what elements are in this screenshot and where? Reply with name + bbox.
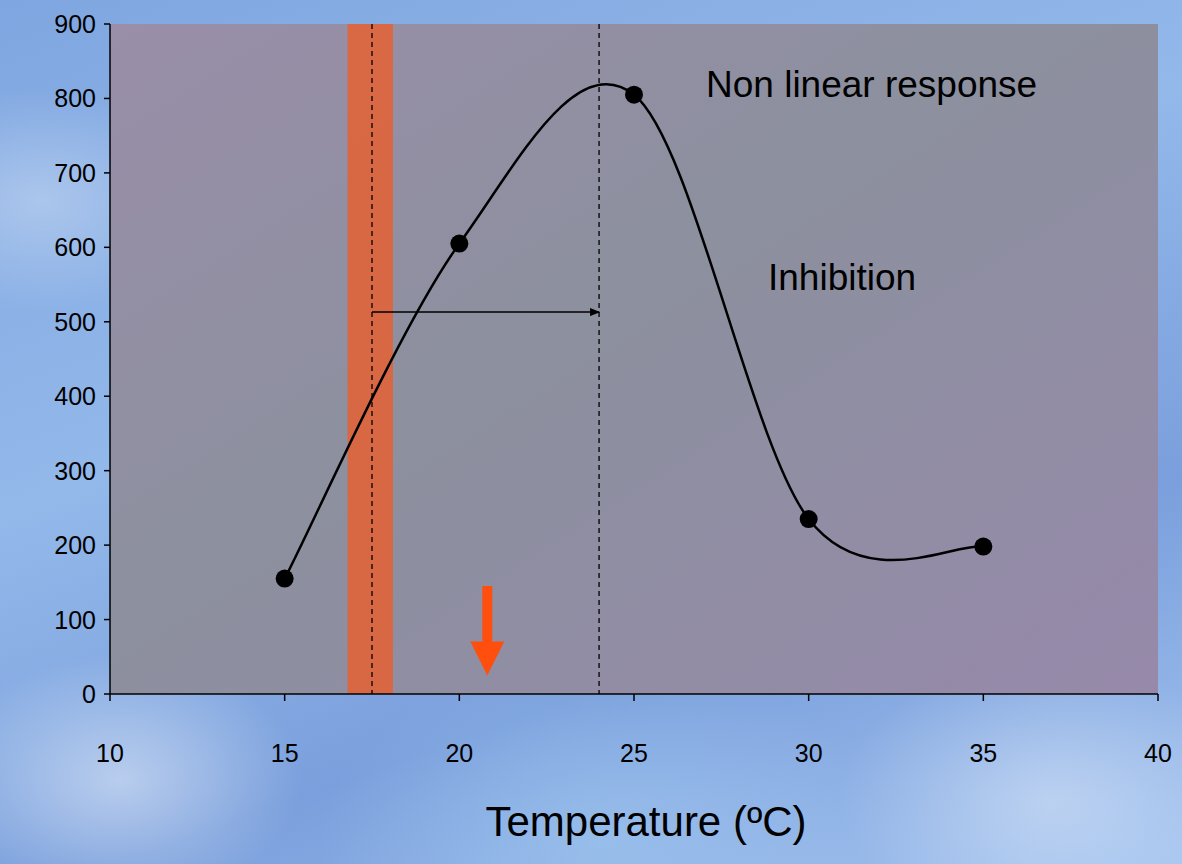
y-tick-label: 900: [54, 10, 96, 38]
x-tick-label: 15: [271, 739, 299, 767]
x-tick: [1157, 694, 1159, 701]
y-tick: [104, 172, 110, 174]
y-tick-label: 100: [54, 606, 96, 634]
x-tick: [109, 694, 111, 701]
annotation: Non linear response: [706, 64, 1037, 105]
y-tick-label: 400: [54, 382, 96, 410]
y-tick-label: 800: [54, 84, 96, 112]
x-tick: [284, 694, 286, 701]
y-tick: [104, 544, 110, 546]
x-tick-label: 10: [96, 739, 124, 767]
y-tick-label: 500: [54, 308, 96, 336]
down-arrow: [470, 586, 504, 675]
y-tick: [104, 23, 110, 25]
plot-marks: [276, 24, 993, 694]
x-tick-label: 35: [969, 739, 997, 767]
x-tick: [633, 694, 635, 701]
x-axis-title: Temperature (ºC): [485, 798, 806, 845]
y-tick-label: 600: [54, 233, 96, 261]
x-tick-label: 20: [445, 739, 473, 767]
chart: 0 100 200 300 400 500 600 700 800 900 10 15 20 25 30 35…: [0, 0, 1182, 864]
x-tick-label: 25: [620, 739, 648, 767]
reference-line: [371, 24, 372, 694]
point: [625, 86, 643, 104]
point: [450, 235, 468, 253]
y-tick-label: 200: [54, 531, 96, 559]
annotation: Inhibition: [768, 257, 916, 298]
point: [276, 570, 294, 588]
shift-arrow: [372, 311, 599, 313]
y-tick-label: 300: [54, 457, 96, 485]
x-tick-label: 30: [795, 739, 823, 767]
plot-tint: [110, 24, 1158, 694]
band: [348, 24, 393, 694]
x-tick-label: 40: [1144, 739, 1172, 767]
plot-area: [110, 24, 1158, 694]
point: [800, 510, 818, 528]
y-tick: [104, 98, 110, 100]
curve: [285, 84, 984, 578]
y-tick: [104, 247, 110, 249]
y-tick-label: 0: [82, 680, 96, 708]
x-tick: [983, 694, 985, 701]
x-tick: [459, 694, 461, 701]
x-tick: [808, 694, 810, 701]
y-tick: [104, 470, 110, 472]
y-tick: [104, 395, 110, 397]
y-tick: [104, 619, 110, 621]
y-tick: [104, 693, 110, 695]
reference-line: [598, 24, 599, 694]
y-tick-label: 700: [54, 159, 96, 187]
y-axis: [109, 24, 111, 694]
point: [974, 538, 992, 556]
y-tick: [104, 321, 110, 323]
